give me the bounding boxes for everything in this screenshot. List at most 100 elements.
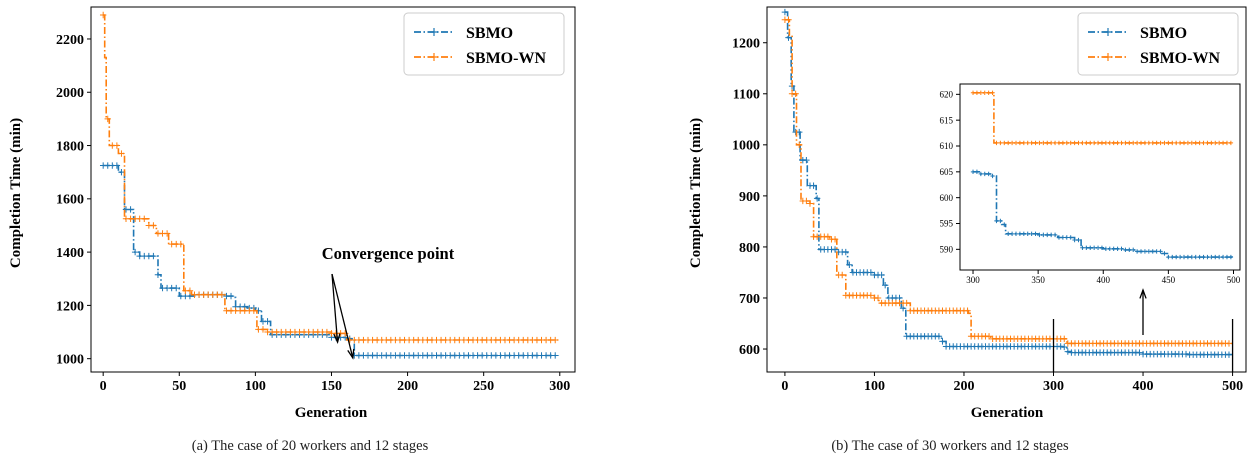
chart-b-point-1 xyxy=(806,200,814,207)
chart-b-inset-point-1 xyxy=(974,90,980,95)
chart-b-inset-point-1 xyxy=(1173,140,1179,146)
chart-b-inset-point-1 xyxy=(1037,140,1042,146)
chart-a-point-0 xyxy=(118,168,125,176)
chart-b-inset-point-1 xyxy=(978,90,984,95)
chart-a-point-1 xyxy=(113,142,121,149)
chart-b-xlabel: Generation xyxy=(971,405,1044,421)
chart-a-xlabel: Generation xyxy=(295,405,368,421)
chart-b-point-0 xyxy=(867,269,875,276)
chart-b-xtick-label: 300 xyxy=(1043,379,1064,394)
chart-b-inset-point-1 xyxy=(1131,140,1136,146)
chart-a-point-0 xyxy=(131,248,139,256)
chart-b-inset-point-1 xyxy=(1213,140,1218,146)
chart-a-point-1 xyxy=(99,11,107,19)
chart-b-inset-point-1 xyxy=(1041,140,1046,146)
chart-b-inset-point-0 xyxy=(1185,254,1191,260)
chart-b-inset-point-0 xyxy=(1209,254,1214,260)
chart-b-point-1 xyxy=(1225,340,1233,347)
chart-b-inset-point-0 xyxy=(1099,245,1105,250)
chart-b-inset-point-0 xyxy=(1205,254,1210,260)
chart-b-point-0 xyxy=(1057,343,1064,350)
chart-b-inset-point-0 xyxy=(1138,249,1144,254)
chart-a-point-0 xyxy=(150,252,157,260)
chart-b-point-0 xyxy=(1061,343,1068,351)
chart-b-ytick-label: 900 xyxy=(739,190,760,205)
chart-b-inset-point-0 xyxy=(1216,254,1222,260)
chart-b-inset-point-1 xyxy=(1021,140,1027,146)
chart-b-inset-point-0 xyxy=(1181,254,1187,260)
chart-b-inset-point-0 xyxy=(974,169,980,175)
chart-b-xtick-label: 500 xyxy=(1222,379,1243,394)
chart-a-ytick-label: 2200 xyxy=(56,33,84,48)
chart-b-point-0 xyxy=(785,34,792,41)
chart-a-point-1 xyxy=(259,326,267,333)
chart-b-inset-point-1 xyxy=(1134,140,1140,146)
chart-b-point-0 xyxy=(1225,351,1233,358)
chart-b-inset-ytick-label: 610 xyxy=(940,141,954,151)
chart-b-inset-point-0 xyxy=(1080,245,1085,250)
chart-b-inset-point-0 xyxy=(1045,232,1050,238)
chart-b-inset-point-1 xyxy=(1033,140,1038,146)
chart-b-inset-point-1 xyxy=(1166,140,1171,146)
chart-b-ytick-label: 1100 xyxy=(733,88,760,103)
chart-b-point-0 xyxy=(831,246,839,253)
chart-b-inset-point-1 xyxy=(1216,140,1222,146)
chart-b-axes-frame xyxy=(766,6,1247,373)
chart-b-inset-point-0 xyxy=(1017,231,1023,237)
chart-b-inset-xtick-label: 400 xyxy=(1097,275,1111,285)
chart-b-point-0 xyxy=(842,248,849,256)
chart-b-inset-point-0 xyxy=(1158,249,1163,254)
chart-b-inset-point-1 xyxy=(1084,140,1089,146)
chart-a-series-1 xyxy=(99,11,559,344)
chart-b-inset-xtick-label: 450 xyxy=(1162,275,1176,285)
chart-b-inset-point-0 xyxy=(1021,231,1027,237)
chart-a-axes-frame xyxy=(90,6,576,373)
chart-b-inset-point-1 xyxy=(970,90,976,95)
chart-a-point-1 xyxy=(150,222,157,229)
chart-b-inset-point-1 xyxy=(1072,140,1077,146)
chart-b-inset-point-0 xyxy=(1033,231,1038,237)
chart-b-inset-point-0 xyxy=(1119,246,1124,252)
chart-b-point-0 xyxy=(939,338,946,345)
chart-b-inset-point-0 xyxy=(1115,246,1120,252)
chart-b-inset-point-1 xyxy=(1025,140,1030,146)
chart-b-inset-point-0 xyxy=(1131,247,1136,253)
chart-b-inset-point-0 xyxy=(1029,231,1034,237)
chart-a-xtick-label: 200 xyxy=(397,379,418,394)
chart-b-inset-point-0 xyxy=(1060,235,1066,240)
chart-b-inset-axes-frame xyxy=(959,83,1241,271)
chart-b-inset-point-1 xyxy=(1201,140,1206,146)
chart-b-inset-point-0 xyxy=(1048,232,1054,238)
chart-b-point-0 xyxy=(935,333,943,340)
chart-b-point-1 xyxy=(803,197,810,205)
chart-a-legend-label-0: SBMO xyxy=(466,25,513,42)
chart-b-inset-point-1 xyxy=(1209,140,1214,146)
chart-b-inset-point-1 xyxy=(1099,140,1105,146)
chart-b-inset-point-0 xyxy=(1056,235,1062,240)
chart-b-point-0 xyxy=(813,195,821,202)
chart-b-inset-point-1 xyxy=(1068,140,1073,146)
chart-b-inset-point-0 xyxy=(1064,235,1069,240)
chart-a-point-0 xyxy=(154,271,162,278)
chart-b-inset-point-1 xyxy=(1088,140,1093,146)
chart-b-point-1 xyxy=(874,294,882,302)
chart-b-inset-point-0 xyxy=(1068,235,1073,240)
chart-b-inset-point-0 xyxy=(1084,245,1089,250)
chart-b-inset-point-1 xyxy=(1045,140,1050,146)
chart-b-inset-point-1 xyxy=(1158,140,1163,146)
chart-b-inset-point-1 xyxy=(1228,140,1234,146)
chart-a-point-0 xyxy=(552,352,559,359)
chart-a-point-0 xyxy=(113,162,121,169)
chart-a-annotation-arrow-2 xyxy=(331,273,354,359)
chart-b-xtick-label: 400 xyxy=(1133,379,1154,394)
chart-b-inset-point-1 xyxy=(1115,140,1120,146)
chart-b-ytick-label: 600 xyxy=(739,343,760,358)
chart-b-inset-xtick-label: 350 xyxy=(1031,275,1045,285)
chart-b-inset-series-1 xyxy=(970,90,1234,146)
chart-b-inset-point-0 xyxy=(986,171,991,177)
chart-b-inset-point-0 xyxy=(1088,245,1093,250)
chart-b-inset-point-0 xyxy=(1154,249,1159,254)
chart-a-legend-label-1: SBMO-WN xyxy=(466,50,546,67)
chart-b-inset-point-1 xyxy=(1197,140,1202,146)
chart-b-inset-point-0 xyxy=(1150,249,1155,254)
